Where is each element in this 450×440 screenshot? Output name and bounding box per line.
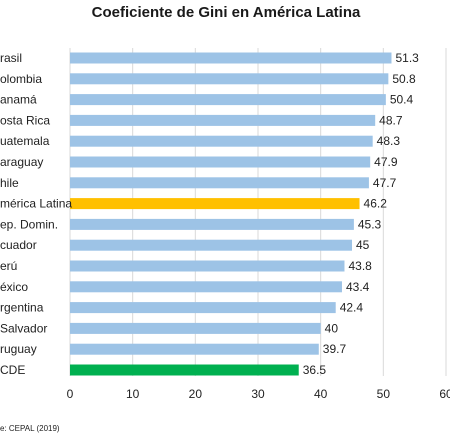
x-tick-label: 0 (67, 387, 74, 401)
bar (70, 177, 369, 189)
bars (70, 52, 392, 376)
category-labels: rasil olombia anamá osta Rica uatemala aragua… (0, 51, 72, 377)
category-label: CDE (0, 363, 25, 377)
x-axis-ticks: 0 10 20 30 40 50 60 (67, 387, 450, 401)
category-label: ep. Domin. (0, 217, 58, 231)
category-label: cuador (0, 238, 37, 252)
value-label: 45.3 (358, 217, 382, 231)
value-label: 48.3 (377, 134, 401, 148)
bar (70, 218, 354, 230)
category-label: ruguay (0, 342, 37, 356)
x-tick-label: 40 (314, 387, 328, 401)
value-label: 46.2 (364, 197, 388, 211)
value-label: 39.7 (323, 342, 347, 356)
value-label: 47.9 (374, 155, 398, 169)
bar (70, 322, 321, 334)
category-label: anamá (0, 93, 37, 107)
category-label: éxico (0, 280, 28, 294)
bar (70, 52, 392, 64)
bar (70, 239, 352, 251)
bar (70, 198, 360, 210)
bar (70, 135, 373, 147)
category-label: araguay (0, 155, 43, 169)
bar (70, 156, 371, 168)
x-tick-label: 60 (439, 387, 450, 401)
category-label: osta Rica (0, 113, 50, 127)
bar (70, 343, 319, 355)
category-label: Salvador (0, 321, 47, 335)
x-tick-label: 50 (377, 387, 391, 401)
value-label: 42.4 (340, 301, 364, 315)
source-note: e: CEPAL (2019) (0, 424, 60, 433)
value-label: 45 (356, 238, 370, 252)
category-label: mérica Latina (0, 197, 72, 211)
category-label: uatemala (0, 134, 50, 148)
value-label: 48.7 (379, 113, 403, 127)
value-label: 47.7 (373, 176, 397, 190)
value-labels: 51.3 50.8 50.4 48.7 48.3 47.9 47.7 46.2 45.3 45 43… (303, 51, 419, 377)
bar (70, 302, 336, 314)
value-label: 43.8 (348, 259, 372, 273)
bar (70, 260, 345, 272)
value-label: 51.3 (395, 51, 419, 65)
category-label: olombia (0, 72, 42, 86)
category-label: rasil (0, 51, 22, 65)
bar (70, 94, 386, 106)
x-tick-label: 10 (126, 387, 140, 401)
value-label: 43.4 (346, 280, 370, 294)
x-tick-label: 20 (189, 387, 203, 401)
bar (70, 281, 342, 293)
bar (70, 73, 389, 85)
value-label: 50.8 (392, 72, 416, 86)
bar (70, 364, 299, 376)
value-label: 40 (325, 321, 339, 335)
category-label: erú (0, 259, 17, 273)
category-label: hile (0, 176, 19, 190)
bar (70, 114, 376, 126)
chart-title: Coeficiente de Gini en América Latina (92, 4, 361, 21)
x-tick-label: 30 (251, 387, 265, 401)
value-label: 50.4 (390, 93, 414, 107)
value-label: 36.5 (303, 363, 327, 377)
category-label: rgentina (0, 301, 44, 315)
